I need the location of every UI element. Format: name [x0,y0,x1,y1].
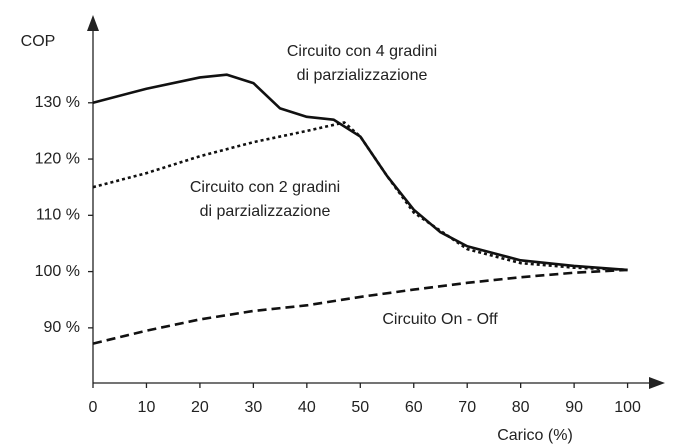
series-line [92,121,628,272]
x-tick-label: 0 [89,399,98,416]
x-tick-label: 90 [565,399,583,416]
x-tick-label: 100 [614,399,641,416]
series-label: di parzializzazione [200,203,331,220]
x-tick-label: 20 [191,399,209,416]
x-tick-label: 10 [138,399,156,416]
y-tick-label: 100 % [35,263,80,280]
y-tick-label: 90 % [44,319,80,336]
series-label: Circuito con 4 gradini [287,43,437,60]
series-label: Circuito On - Off [382,311,498,328]
x-tick-label: 70 [458,399,476,416]
y-axis-arrow [87,15,99,31]
x-tick-label: 50 [351,399,369,416]
x-tick-label: 40 [298,399,316,416]
x-tick-label: 60 [405,399,423,416]
y-tick-label: 120 % [35,150,80,167]
series-line [92,268,628,345]
y-axis-label: COP [21,33,56,50]
x-axis-label: Carico (%) [497,427,573,444]
x-axis-arrow [649,377,665,389]
series-line [92,73,628,272]
y-tick-label: 130 % [35,94,80,111]
x-tick-label: 80 [512,399,530,416]
series-label: Circuito con 2 gradini [190,179,340,196]
series-label: di parzializzazione [297,67,428,84]
y-tick-label: 110 % [36,207,80,224]
x-tick-label: 30 [244,399,262,416]
